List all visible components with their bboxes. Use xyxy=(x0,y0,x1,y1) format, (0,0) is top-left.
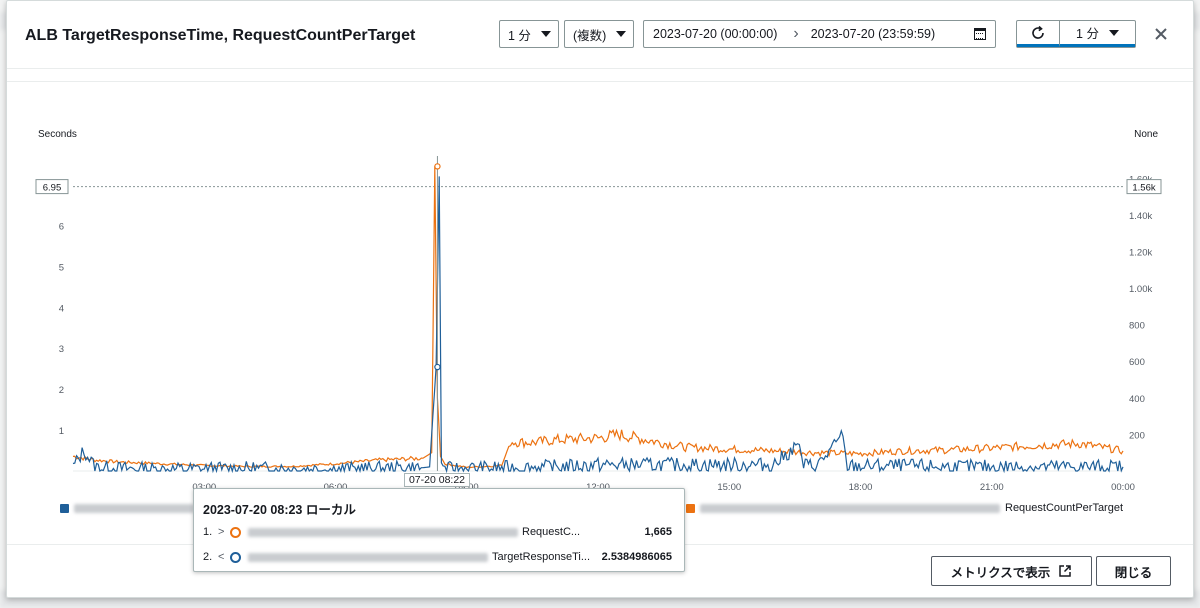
right-annotation-box xyxy=(1126,179,1162,195)
x-axis-tick: 03:00 xyxy=(192,482,216,493)
tooltip-row-index: 1. xyxy=(203,526,213,538)
hover-point-response-time xyxy=(434,363,441,371)
chart-area: Seconds None 1 2 3 4 5 6 200 400 600 800 1.00k 1.20k 1… xyxy=(7,81,1193,551)
view-in-metrics-button[interactable]: メトリクスで表示 xyxy=(931,556,1092,586)
date-range-start: 2023-07-20 (00:00:00) xyxy=(653,27,778,41)
legend-series1-name-redacted xyxy=(74,503,194,513)
right-axis-label: None xyxy=(1134,129,1158,140)
left-axis-label: Seconds xyxy=(38,129,77,140)
tooltip-series-name-redacted xyxy=(248,552,488,562)
right-axis-tick: 400 xyxy=(1129,394,1145,405)
close-button[interactable]: 閉じる xyxy=(1096,556,1171,586)
date-range-picker[interactable]: 2023-07-20 (00:00:00) › 2023-07-20 (23:5… xyxy=(643,20,996,48)
calendar-icon[interactable] xyxy=(974,28,986,40)
left-axis-tick: 4 xyxy=(59,303,64,314)
tooltip-title: 2023-07-20 08:23 ローカル xyxy=(203,503,356,517)
x-axis-tick: 06:00 xyxy=(324,482,348,493)
period-select[interactable]: 1 分 xyxy=(499,20,559,48)
left-axis-tick: 2 xyxy=(59,385,64,396)
period-select-value: 1 分 xyxy=(508,28,531,43)
legend-item-response-time[interactable] xyxy=(60,501,194,515)
chart-tooltip: 2023-07-20 08:23 ローカル 1. > RequestC... 1… xyxy=(193,488,685,572)
chevron-right-icon: › xyxy=(793,25,799,42)
legend-series2-name-redacted xyxy=(700,503,1000,513)
tooltip-row-value: 1,665 xyxy=(644,526,672,538)
refresh-icon xyxy=(1032,25,1044,39)
right-axis-tick: 1.40k xyxy=(1129,211,1152,222)
tooltip-row-index: 2. xyxy=(203,551,213,563)
right-axis-tick: 1.20k xyxy=(1129,247,1152,258)
chevron-down-icon xyxy=(616,31,627,37)
series-line-response-time xyxy=(72,176,1124,474)
tooltip-row-axis-indicator: > xyxy=(218,526,225,538)
series-marker-icon xyxy=(230,526,241,538)
hover-point-request-count xyxy=(434,163,441,170)
refresh-interval-value: 1 分 xyxy=(1076,27,1099,41)
tooltip-series-name-redacted xyxy=(248,527,518,537)
modal-title: ALB TargetResponseTime, RequestCountPerT… xyxy=(25,27,416,44)
x-axis-tick: 12:00 xyxy=(586,482,610,493)
statistic-select[interactable]: (複数) xyxy=(564,20,634,48)
left-annotation-value: 6.95 xyxy=(43,183,62,194)
external-link-icon xyxy=(1059,565,1072,577)
tooltip-row: 2. < TargetResponseTi... 2.5384986065 xyxy=(194,548,684,566)
tooltip-row-metric: TargetResponseTi... xyxy=(492,551,591,563)
right-axis-tick: 600 xyxy=(1129,357,1145,368)
left-axis-tick: 6 xyxy=(59,221,64,232)
close-button-label: 閉じる xyxy=(1114,565,1153,580)
x-axis-tick: 18:00 xyxy=(849,482,873,493)
tooltip-row-value: 2.5384986065 xyxy=(601,551,672,563)
tooltip-row-metric: RequestC... xyxy=(522,526,581,538)
x-axis-tick: 21:00 xyxy=(980,482,1004,493)
series-line-request-count xyxy=(72,166,1124,469)
legend-item-request-count[interactable]: RequestCountPerTarget xyxy=(686,501,1123,515)
right-annotation-value: 1.56k xyxy=(1132,183,1155,194)
tooltip-row-name: TargetResponseTi... xyxy=(248,551,590,563)
legend-series2-metric: RequestCountPerTarget xyxy=(1005,502,1124,514)
left-annotation-box xyxy=(35,179,69,195)
left-axis-tick: 3 xyxy=(59,344,64,355)
legend-swatch xyxy=(686,503,695,513)
right-axis-tick: 1.00k xyxy=(1129,284,1152,295)
modal-header: ALB TargetResponseTime, RequestCountPerT… xyxy=(7,1,1193,69)
statistic-select-value: (複数) xyxy=(573,28,607,43)
close-icon[interactable] xyxy=(1152,25,1170,43)
hover-time-tag: 07-20 08:22 xyxy=(404,473,470,487)
refresh-button[interactable] xyxy=(1017,21,1060,47)
date-range-end: 2023-07-20 (23:59:59) xyxy=(810,27,936,41)
chevron-down-icon xyxy=(1108,29,1119,36)
x-axis-tick: 00:00 xyxy=(1111,482,1135,493)
refresh-control: 1 分 xyxy=(1016,20,1136,48)
line-chart[interactable]: Seconds None 1 2 3 4 5 6 200 400 600 800 1.00k 1.20k 1… xyxy=(7,82,1195,552)
chevron-down-icon xyxy=(540,31,551,37)
series-marker-icon xyxy=(230,551,241,563)
x-axis-tick: 09:00 xyxy=(455,482,479,493)
metric-detail-modal: ALB TargetResponseTime, RequestCountPerT… xyxy=(6,0,1194,598)
x-axis-tick: 15:00 xyxy=(717,482,741,493)
left-axis-tick: 5 xyxy=(59,262,64,273)
tooltip-row-axis-indicator: < xyxy=(218,551,225,563)
refresh-interval-select[interactable]: 1 分 xyxy=(1060,21,1135,47)
tooltip-row: 1. > RequestC... 1,665 xyxy=(194,523,684,541)
right-axis-tick: 200 xyxy=(1129,430,1145,441)
left-axis-tick: 1 xyxy=(59,426,64,437)
view-in-metrics-label: メトリクスで表示 xyxy=(950,565,1051,580)
right-axis-tick: 800 xyxy=(1129,321,1145,332)
legend-swatch xyxy=(60,503,69,513)
tooltip-row-name: RequestC... xyxy=(248,526,580,538)
